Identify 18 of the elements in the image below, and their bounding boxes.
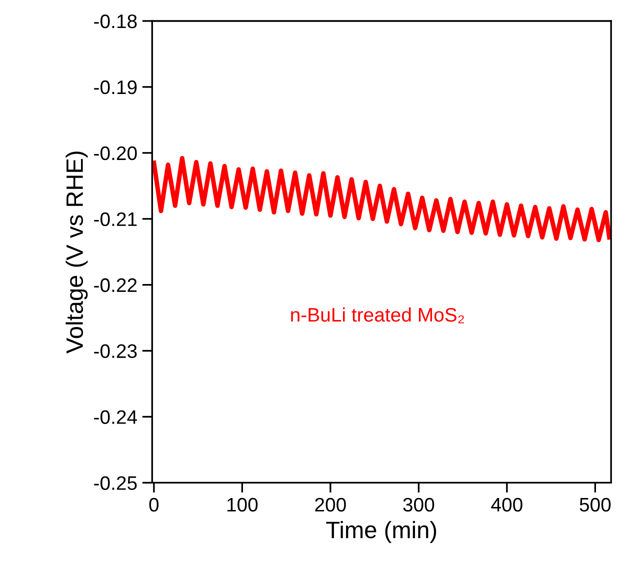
y-tick-label: -0.24 <box>94 410 137 424</box>
y-tick-label: -0.25 <box>94 476 137 490</box>
y-tick-label: -0.19 <box>94 80 137 94</box>
y-tick-label: -0.18 <box>94 14 137 28</box>
line-series <box>152 156 612 242</box>
x-tick-label: 400 <box>491 498 522 512</box>
x-tick-label: 500 <box>580 498 611 512</box>
y-axis-title: Voltage (V vs RHE) <box>66 152 88 354</box>
y-tick-label: -0.21 <box>94 212 137 226</box>
x-tick-label: 200 <box>315 498 346 512</box>
x-tick-label: 0 <box>149 498 159 512</box>
x-tick-label: 100 <box>227 498 258 512</box>
x-tick-label: 300 <box>403 498 434 512</box>
y-tick-label: -0.23 <box>94 344 137 358</box>
y-tick-label: -0.20 <box>94 146 137 160</box>
annotation: n-BuLi treated MoS₂ <box>291 307 464 324</box>
x-axis-title: Time (min) <box>326 520 436 543</box>
y-tick-label: -0.22 <box>94 278 137 292</box>
